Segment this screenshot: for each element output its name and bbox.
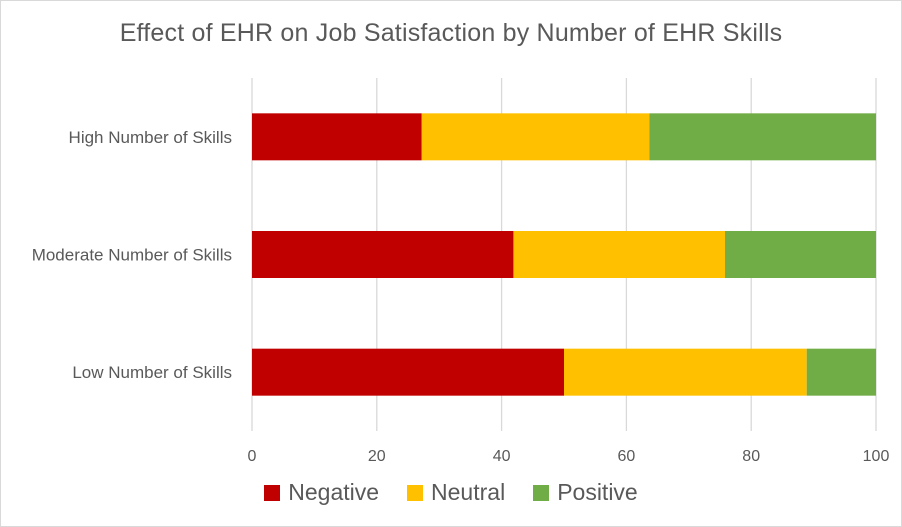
legend-item-positive: Positive — [533, 479, 638, 506]
category-label: Moderate Number of Skills — [32, 246, 232, 265]
bar-segment-negative — [252, 348, 564, 396]
chart-title: Effect of EHR on Job Satisfaction by Num… — [119, 19, 783, 47]
category-labels: High Number of Skills Moderate Number of … — [32, 128, 232, 382]
legend-item-neutral: Neutral — [407, 479, 505, 506]
x-tick-label: 100 — [863, 448, 890, 465]
legend-swatch — [264, 484, 281, 501]
legend-item-negative: Negative — [264, 479, 379, 506]
bar-segment-neutral — [564, 348, 807, 396]
x-tick-label: 20 — [368, 448, 386, 465]
legend-swatch — [533, 484, 550, 501]
bar-segment-positive — [649, 113, 876, 161]
x-tick-label: 0 — [248, 448, 257, 465]
bar-segment-negative — [252, 113, 422, 161]
legend-label: Positive — [557, 479, 638, 505]
bars — [252, 113, 876, 396]
bar-segment-neutral — [513, 231, 725, 278]
legend-swatch — [407, 484, 424, 501]
x-tick-label: 80 — [742, 448, 760, 465]
x-tick-labels: 0 20 40 60 80 100 — [248, 448, 890, 465]
bar-segment-positive — [724, 231, 876, 278]
legend: Negative Neutral Positive — [1, 479, 901, 506]
bar-segment-neutral — [421, 113, 650, 161]
legend-label: Neutral — [431, 479, 506, 505]
legend-label: Negative — [288, 479, 380, 505]
x-tick-label: 60 — [618, 448, 636, 465]
category-label: Low Number of Skills — [72, 363, 232, 382]
bar-segment-negative — [252, 231, 514, 278]
category-label: High Number of Skills — [69, 128, 232, 147]
bar-segment-positive — [806, 348, 876, 396]
x-tick-label: 40 — [493, 448, 511, 465]
